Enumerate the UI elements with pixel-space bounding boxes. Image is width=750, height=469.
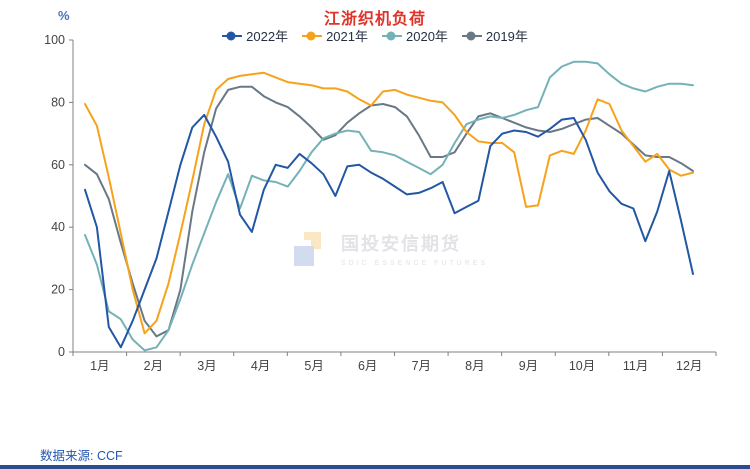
series-line-2021 — [84, 71, 694, 335]
legend-marker-icon — [302, 31, 323, 40]
y-axis-unit-label: % — [58, 8, 70, 23]
y-tick-label: 80 — [51, 95, 65, 109]
x-month-label: 11月 — [623, 359, 648, 373]
legend-item-2020: 2020年 — [382, 26, 448, 45]
chart-title: 江浙织机负荷 — [323, 11, 426, 28]
y-tick-label: 20 — [51, 283, 65, 297]
legend-label: 2019年 — [485, 29, 528, 44]
x-month-label: 3月 — [197, 359, 216, 373]
legend-marker-icon — [382, 31, 402, 40]
chart-legend: 2022年 2021年 2020年 2019年 — [0, 26, 750, 45]
bottom-divider-bar — [0, 465, 750, 469]
x-month-label: 8月 — [465, 359, 484, 373]
series-line-2022 — [84, 113, 694, 349]
legend-item-2022: 2022年 — [222, 26, 288, 45]
y-tick-label: 100 — [44, 33, 65, 47]
y-tick-label: 40 — [51, 220, 65, 234]
x-month-label: 12月 — [676, 359, 702, 373]
legend-label: 2021年 — [326, 29, 368, 44]
y-tick-label: 60 — [51, 158, 65, 172]
legend-item-2021: 2021年 — [302, 26, 368, 45]
legend-label: 2022年 — [246, 29, 289, 44]
legend-item-2019: 2019年 — [461, 26, 528, 45]
legend-marker-icon — [461, 31, 482, 40]
x-month-label: 5月 — [304, 359, 323, 373]
x-month-label: 1月 — [90, 359, 109, 373]
y-tick-label: 0 — [58, 345, 65, 359]
data-source-note: 数据来源: CCF — [40, 449, 123, 463]
x-month-label: 10月 — [569, 359, 595, 373]
series-line-2019 — [84, 85, 694, 338]
legend-marker-icon — [222, 31, 243, 40]
series-line-2020 — [84, 60, 694, 352]
x-month-label: 2月 — [144, 359, 163, 373]
legend-label: 2020年 — [406, 29, 448, 44]
x-month-label: 6月 — [358, 359, 377, 373]
x-month-label: 7月 — [412, 359, 431, 373]
x-month-label: 9月 — [519, 359, 538, 373]
x-month-label: 4月 — [251, 359, 270, 373]
